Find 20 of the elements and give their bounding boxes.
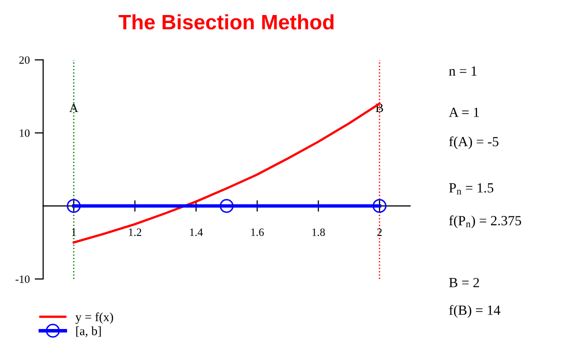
legend-label: y = f(x) [75,312,114,324]
text: f(A) = -5 [449,136,498,150]
text: n = 1 [449,66,477,76]
ref-line-label: A [69,104,78,112]
x-tick-label: 1.6 [251,228,264,236]
y-tick-label: 10 [20,129,30,137]
x-tick-label: 1.8 [312,228,325,236]
text: f(P$_{n}$) = 2.375 [449,215,522,228]
x-tick-label: 1.4 [190,228,203,236]
chart-title: The Bisection Method [118,14,334,30]
x-tick-label: 1.2 [128,228,142,236]
legend-label: [a, b] [76,326,101,338]
text: B = 2 [449,278,479,288]
x-tick-label: 1 [72,228,76,236]
y-tick-label: -10 [16,275,30,283]
text: P$_{n}$ = 1.5 [449,183,494,194]
y-tick-label: 20 [19,56,30,64]
text: A = 1 [448,108,479,117]
x-tick-label: 2 [377,228,382,236]
text: f(B) = 14 [449,304,500,318]
